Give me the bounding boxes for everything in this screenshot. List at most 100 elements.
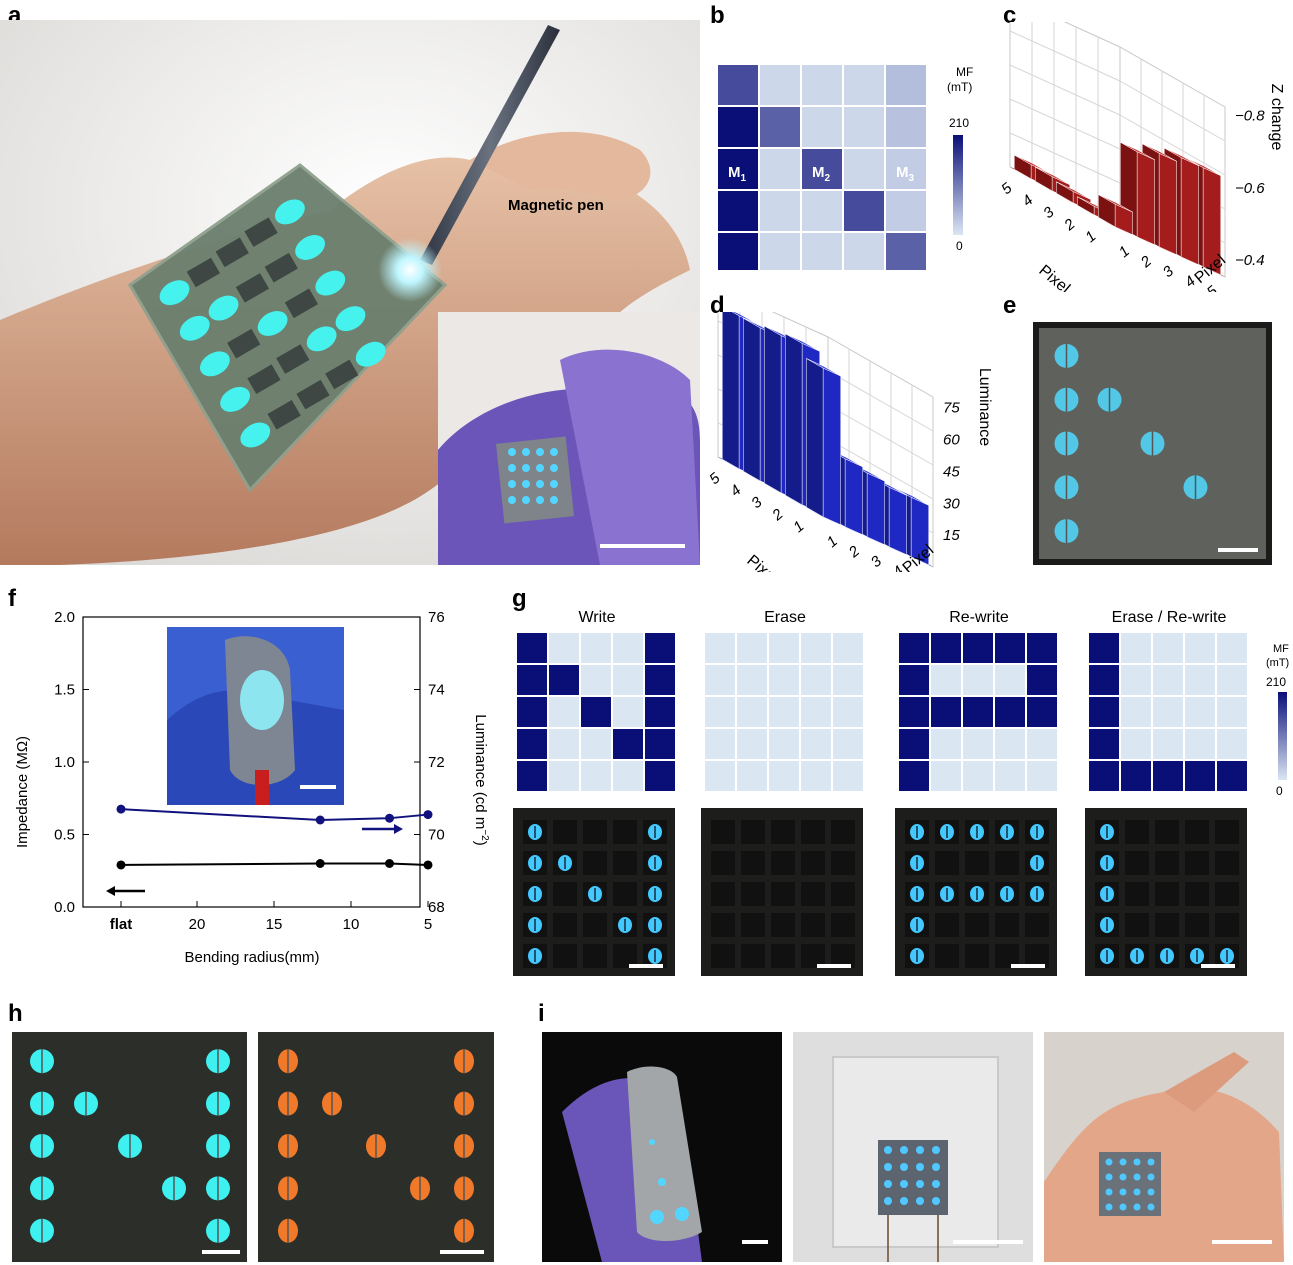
colorbar xyxy=(953,135,963,235)
grid-line xyxy=(827,370,934,432)
bar-top xyxy=(1035,166,1070,185)
heatmap-cell xyxy=(613,633,643,663)
heatmap-cell xyxy=(737,665,767,695)
pixel-cell xyxy=(771,851,795,875)
inset-pixel xyxy=(550,464,558,472)
pixel xyxy=(1105,1188,1113,1196)
z-axis-label: Luminance xyxy=(976,368,993,446)
marker-label: M3 xyxy=(896,164,915,184)
dark-pixel xyxy=(227,328,261,359)
heatmap-cell xyxy=(802,191,842,231)
heatmap-cell xyxy=(963,697,993,727)
pixel-cell xyxy=(771,944,795,968)
pixel-cell xyxy=(741,913,765,937)
lit-pixel xyxy=(257,311,288,336)
marker-label: M1 xyxy=(728,164,747,184)
pixel-cell xyxy=(831,882,855,906)
colorbar xyxy=(1278,692,1287,780)
y-tick-label-left: 1.5 xyxy=(54,682,75,699)
y-tick-label-left: 0.0 xyxy=(54,899,75,916)
heatmap-cell xyxy=(718,191,758,231)
heatmap-cell xyxy=(899,729,929,759)
heatmap-cell xyxy=(760,65,800,105)
panel-g: Write Erase Re-write Erase / Re-write MF (mT)… xyxy=(500,600,1293,995)
x-tick-label: 5 xyxy=(424,916,432,933)
panel-h-photo-cyan xyxy=(12,1032,247,1262)
bar-face xyxy=(785,333,803,506)
heatmap-cell xyxy=(645,697,675,727)
scale-bar xyxy=(1201,964,1235,968)
heatmap-cell xyxy=(1121,633,1151,663)
x-tick-label: 10 xyxy=(343,916,360,933)
panel-a-illustration: Magnetic pen xyxy=(0,20,700,565)
scale-bar xyxy=(1218,548,1258,552)
heatmap-cell xyxy=(995,761,1025,791)
heatmap-cell xyxy=(760,191,800,231)
heatmap-cell xyxy=(1153,729,1183,759)
data-point xyxy=(423,860,433,870)
panel-letter-e: e xyxy=(1003,292,1017,319)
dark-pixel xyxy=(264,252,298,283)
inset-pixel xyxy=(522,496,530,504)
grid-title: Re-write xyxy=(949,609,1009,626)
heatmap-cell xyxy=(549,761,579,791)
lit-pixel xyxy=(335,306,366,332)
scale-bar xyxy=(300,785,336,789)
pixel xyxy=(900,1146,908,1154)
pixel-cell xyxy=(831,820,855,844)
heatmap-cell xyxy=(705,761,735,791)
bar-face xyxy=(764,325,782,494)
pixel-cell xyxy=(741,820,765,844)
pixel-cell xyxy=(965,913,989,937)
heatmap-cell xyxy=(1089,633,1119,663)
panel-i-photo-palm xyxy=(1044,1032,1284,1262)
heatmap-cell xyxy=(581,729,611,759)
bar-top xyxy=(1014,154,1049,173)
z-tick-label: 45 xyxy=(943,463,960,480)
pixel-cell xyxy=(1185,882,1209,906)
panel-b-heatmap: M1 M2 M3 MF (mT) 210 0 xyxy=(718,65,973,270)
heatmap-cell xyxy=(1185,633,1215,663)
pixel-cell xyxy=(711,851,735,875)
heatmap-cell xyxy=(801,729,831,759)
heatmap-cell xyxy=(963,665,993,695)
pixel-cell xyxy=(741,944,765,968)
pixel-cell xyxy=(1125,882,1149,906)
dark-pixel xyxy=(267,400,301,430)
heatmap-cell xyxy=(581,697,611,727)
heatmap-cell xyxy=(645,665,675,695)
y-tick-label-right: 68 xyxy=(428,899,445,916)
heatmap-cell xyxy=(801,665,831,695)
heatmap-cell xyxy=(517,665,547,695)
x-tick-label: 4 xyxy=(1019,192,1036,210)
heatmap-cell xyxy=(737,697,767,727)
pixel xyxy=(1147,1203,1155,1211)
heatmap-cell xyxy=(517,729,547,759)
pixel-cell xyxy=(1125,913,1149,937)
panel-letter-f: f xyxy=(8,585,16,612)
bar-face xyxy=(1180,157,1199,266)
pixel-cell xyxy=(801,851,825,875)
pixel-cell xyxy=(831,913,855,937)
heatmap-cell xyxy=(718,149,758,189)
y-tick-label-left: 2.0 xyxy=(54,609,75,626)
pixel-cell xyxy=(583,820,607,844)
dark-pixel xyxy=(235,273,270,303)
data-point xyxy=(385,813,394,823)
pixel-cell xyxy=(771,820,795,844)
lit-pixel xyxy=(159,280,190,306)
data-point xyxy=(315,815,325,825)
heatmap-cell xyxy=(802,149,842,189)
y-tick-label: 3 xyxy=(1160,262,1178,281)
scale-bar xyxy=(953,1240,1023,1244)
x-tick-label: flat xyxy=(110,916,133,933)
pixel xyxy=(916,1180,924,1188)
bar-face xyxy=(866,472,885,546)
grid-line xyxy=(1009,132,1121,184)
left-axis-arrow-head xyxy=(106,886,115,896)
inset-pixel xyxy=(522,480,530,488)
heatmap-cell xyxy=(760,107,800,147)
legend-max: 210 xyxy=(1266,675,1286,689)
bar-top xyxy=(1120,141,1155,161)
